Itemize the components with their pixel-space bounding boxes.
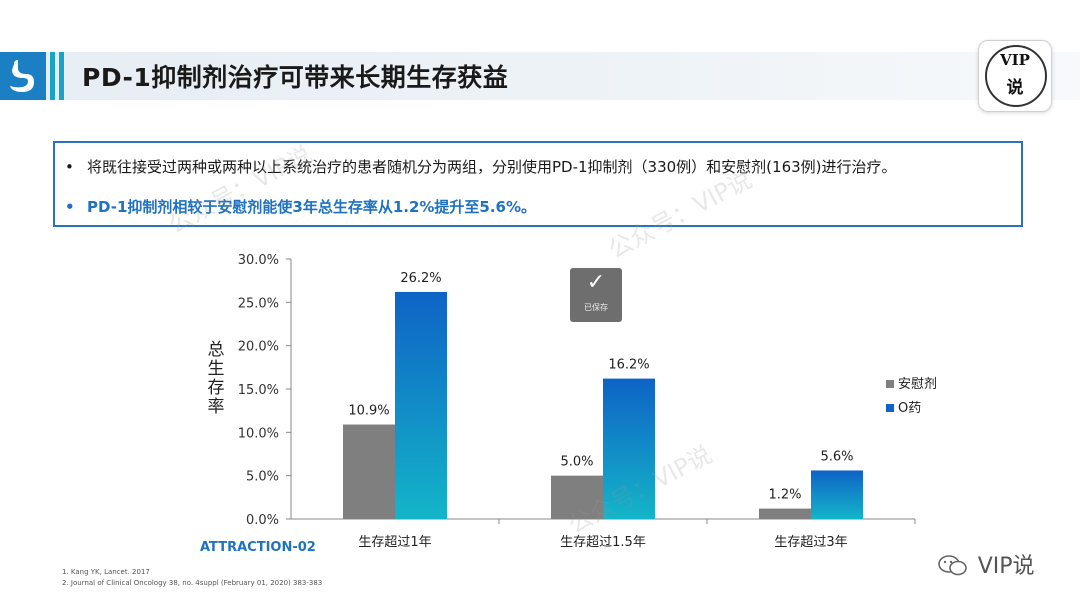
y-tick-label: 5.0%: [246, 470, 279, 485]
bar-placebo: [551, 475, 603, 519]
wechat-text: VIP说: [977, 554, 1035, 579]
legend-label: O药: [898, 401, 921, 416]
badge-text-shuo: 说: [1006, 78, 1024, 98]
saved-toast: ✓ 已保存: [570, 268, 622, 322]
y-axis-label-char: 总: [208, 340, 225, 360]
y-tick-label: 0.0%: [246, 513, 279, 528]
y-axis-label-char: 率: [208, 397, 225, 417]
page-title: PD-1抑制剂治疗可带来长期生存获益: [82, 63, 509, 92]
data-label: 5.6%: [820, 449, 853, 464]
y-tick-label: 25.0%: [238, 296, 279, 311]
y-axis-label-char: 生: [208, 359, 225, 379]
y-tick-label: 10.0%: [238, 426, 279, 441]
summary-box: • 将既往接受过两种或两种以上系统治疗的患者随机分为两组，分别使用PD-1抑制剂（…: [53, 141, 1023, 227]
summary-bullet-1: • 将既往接受过两种或两种以上系统治疗的患者随机分为两组，分别使用PD-1抑制剂（…: [65, 156, 897, 177]
logo: [0, 52, 46, 100]
bar-drug: [395, 291, 447, 519]
wechat-icon-svg: [938, 555, 967, 576]
vip-badge: VIP 说: [978, 40, 1052, 112]
saved-label: 已保存: [584, 303, 608, 312]
y-tick-label: 15.0%: [238, 383, 279, 398]
data-label: 16.2%: [608, 358, 649, 373]
y-tick-label: 30.0%: [238, 253, 279, 268]
legend-label: 安慰剂: [898, 377, 937, 392]
data-label: 5.0%: [560, 455, 593, 470]
bar-drug: [603, 378, 655, 519]
bar-placebo: [759, 508, 811, 519]
summary-bullet-2: • PD-1抑制剂相较于安慰剂能使3年总生存率从1.2%提升至5.6%。: [65, 196, 536, 217]
bar-placebo: [343, 424, 395, 519]
summary-text-2: PD-1抑制剂相较于安慰剂能使3年总生存率从1.2%提升至5.6%。: [87, 198, 537, 216]
header-band: [0, 52, 1080, 100]
x-tick-label: 生存超过1年: [358, 535, 431, 550]
x-tick-label: 生存超过3年: [774, 535, 847, 550]
wechat-icon: [938, 555, 974, 578]
reference-item: 2. Journal of Clinical Oncology 38, no. …: [62, 579, 323, 587]
bar-drug: [811, 470, 863, 519]
x-tick-label: 生存超过1.5年: [560, 535, 646, 550]
data-label: 10.9%: [348, 404, 389, 419]
accent-bar: [50, 52, 55, 100]
check-icon: ✓: [586, 270, 606, 295]
reference-item: 1. Kang YK, Lancet. 2017: [62, 568, 150, 576]
data-label: 1.2%: [768, 488, 801, 503]
legend-swatch: [886, 404, 894, 412]
bullet-dot: •: [65, 158, 74, 176]
legend-swatch: [886, 380, 894, 388]
bullet-dot: •: [65, 198, 75, 216]
study-label: ATTRACTION-02: [200, 540, 316, 555]
y-axis-label-char: 存: [208, 378, 225, 398]
stomach-icon: [10, 60, 34, 92]
accent-bar: [59, 52, 64, 100]
summary-text-1: 将既往接受过两种或两种以上系统治疗的患者随机分为两组，分别使用PD-1抑制剂（3…: [87, 158, 897, 176]
badge-circle: [985, 45, 1047, 107]
data-label: 26.2%: [400, 271, 441, 286]
references: 1. Kang YK, Lancet. 2017 2. Journal of C…: [62, 567, 322, 589]
badge-text-vip: VIP: [1000, 51, 1030, 69]
wechat-footer: VIP说: [938, 548, 1035, 580]
y-tick-label: 20.0%: [238, 340, 279, 355]
